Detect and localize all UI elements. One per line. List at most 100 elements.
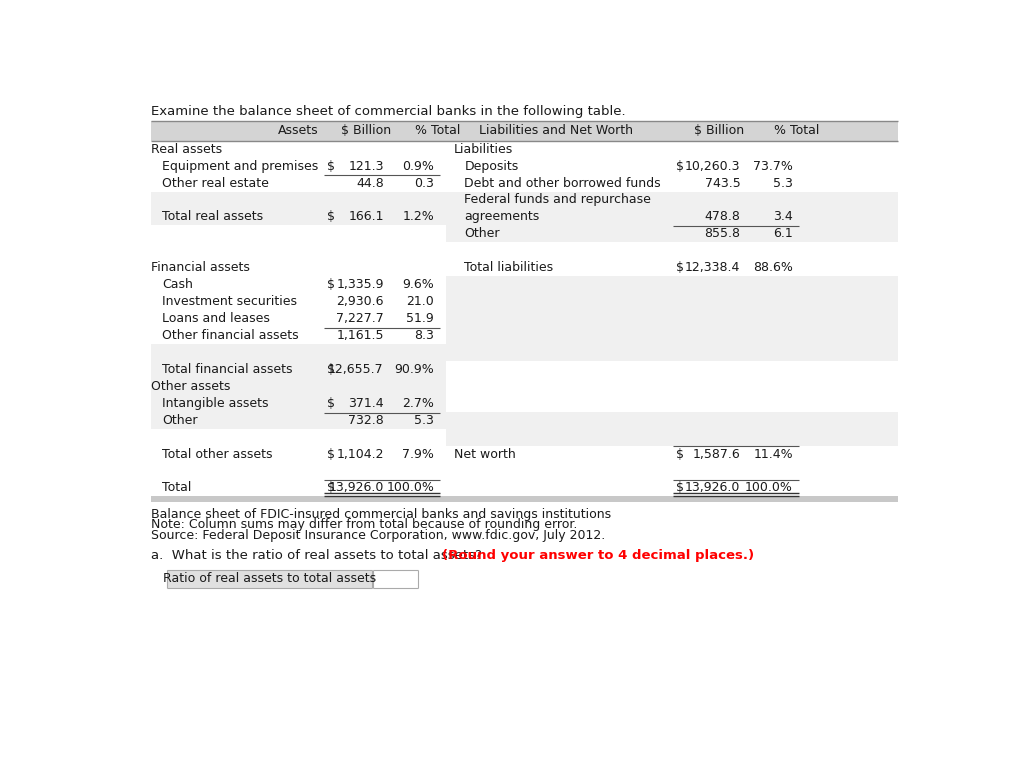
Text: Loans and leases: Loans and leases	[162, 312, 270, 325]
Text: Other real estate: Other real estate	[162, 177, 269, 190]
Text: a.  What is the ratio of real assets to total assets?: a. What is the ratio of real assets to t…	[152, 549, 482, 562]
Bar	[152, 378, 445, 394]
Bar	[445, 310, 898, 327]
Text: Note: Column sums may differ from total because of rounding error.: Note: Column sums may differ from total …	[152, 519, 578, 531]
Text: Ratio of real assets to total assets: Ratio of real assets to total assets	[163, 572, 376, 585]
Text: Total liabilities: Total liabilities	[464, 261, 554, 274]
Bar	[445, 480, 898, 497]
Text: Federal funds and repurchase: Federal funds and repurchase	[464, 194, 651, 206]
Text: 13,926.0: 13,926.0	[329, 481, 384, 494]
Text: % Total: % Total	[416, 124, 461, 137]
Bar	[445, 226, 898, 242]
Bar	[445, 191, 898, 209]
Bar	[152, 394, 445, 412]
Text: 7.9%: 7.9%	[402, 448, 434, 461]
Bar	[445, 412, 898, 429]
Bar	[167, 569, 372, 588]
Bar	[152, 497, 898, 502]
Text: $ Billion: $ Billion	[341, 124, 391, 137]
Bar	[152, 276, 445, 293]
Text: 2,930.6: 2,930.6	[336, 295, 384, 308]
Text: 1,335.9: 1,335.9	[336, 278, 384, 291]
Text: Liabilities: Liabilities	[454, 143, 513, 155]
Bar	[445, 209, 898, 226]
Text: Total real assets: Total real assets	[162, 210, 263, 223]
Text: Total financial assets: Total financial assets	[162, 363, 293, 376]
Bar	[445, 394, 898, 412]
Text: Equipment and premises: Equipment and premises	[162, 159, 318, 173]
Text: 855.8: 855.8	[705, 227, 740, 241]
Bar	[445, 141, 898, 158]
Text: 13,926.0: 13,926.0	[685, 481, 740, 494]
Text: Source: Federal Deposit Insurance Corporation, www.fdic.gov, July 2012.: Source: Federal Deposit Insurance Corpor…	[152, 530, 605, 542]
Text: 88.6%: 88.6%	[753, 261, 793, 274]
Text: 12,655.7: 12,655.7	[328, 363, 384, 376]
Bar	[152, 242, 445, 259]
Bar	[152, 293, 445, 310]
Text: Liabilities and Net Worth: Liabilities and Net Worth	[479, 124, 633, 137]
Bar	[445, 446, 898, 462]
Text: 732.8: 732.8	[348, 414, 384, 426]
Text: Total other assets: Total other assets	[162, 448, 272, 461]
Text: 1,161.5: 1,161.5	[336, 329, 384, 342]
Text: 12,338.4: 12,338.4	[685, 261, 740, 274]
Text: $: $	[676, 159, 684, 173]
Text: 1,104.2: 1,104.2	[336, 448, 384, 461]
Text: Assets: Assets	[279, 124, 318, 137]
Bar	[152, 121, 898, 141]
Bar	[445, 242, 898, 259]
Text: % Total: % Total	[774, 124, 819, 137]
Bar	[445, 378, 898, 394]
Text: 166.1: 166.1	[348, 210, 384, 223]
Bar	[152, 141, 445, 158]
Text: $: $	[676, 448, 684, 461]
Text: 90.9%: 90.9%	[394, 363, 434, 376]
Text: Other financial assets: Other financial assets	[162, 329, 299, 342]
Text: $: $	[328, 448, 335, 461]
Text: agreements: agreements	[464, 210, 540, 223]
Text: 121.3: 121.3	[348, 159, 384, 173]
Text: Total: Total	[162, 481, 191, 494]
Text: 44.8: 44.8	[356, 177, 384, 190]
Text: 1.2%: 1.2%	[402, 210, 434, 223]
Text: $ Billion: $ Billion	[694, 124, 744, 137]
Text: Deposits: Deposits	[464, 159, 518, 173]
Bar	[373, 569, 418, 588]
Bar	[445, 175, 898, 191]
Bar	[152, 259, 445, 276]
Text: 9.6%: 9.6%	[402, 278, 434, 291]
Bar	[445, 276, 898, 293]
Text: Other assets: Other assets	[152, 380, 230, 393]
Text: $: $	[328, 210, 335, 223]
Text: Balance sheet of FDIC-insured commercial banks and savings institutions: Balance sheet of FDIC-insured commercial…	[152, 508, 611, 521]
Text: 21.0: 21.0	[407, 295, 434, 308]
Text: 0.9%: 0.9%	[402, 159, 434, 173]
Bar	[152, 429, 445, 446]
Text: 5.3: 5.3	[415, 414, 434, 426]
Text: Investment securities: Investment securities	[162, 295, 297, 308]
Bar	[445, 344, 898, 361]
Bar	[152, 480, 445, 497]
Text: 0.3: 0.3	[415, 177, 434, 190]
Text: (Round your answer to 4 decimal places.): (Round your answer to 4 decimal places.)	[442, 549, 754, 562]
Text: 6.1: 6.1	[773, 227, 793, 241]
Text: $: $	[676, 481, 684, 494]
Text: 743.5: 743.5	[705, 177, 740, 190]
Text: $: $	[328, 481, 335, 494]
Text: 3.4: 3.4	[773, 210, 793, 223]
Text: Debt and other borrowed funds: Debt and other borrowed funds	[464, 177, 660, 190]
Bar	[445, 293, 898, 310]
Bar	[152, 191, 445, 209]
Bar	[445, 361, 898, 378]
Text: 51.9: 51.9	[407, 312, 434, 325]
Text: Other: Other	[162, 414, 198, 426]
Bar	[152, 226, 445, 242]
Bar	[152, 327, 445, 344]
Text: $: $	[328, 363, 335, 376]
Text: 8.3: 8.3	[415, 329, 434, 342]
Text: Cash: Cash	[162, 278, 193, 291]
Text: 7,227.7: 7,227.7	[336, 312, 384, 325]
Text: Financial assets: Financial assets	[152, 261, 250, 274]
Text: 73.7%: 73.7%	[753, 159, 793, 173]
Text: $: $	[328, 159, 335, 173]
